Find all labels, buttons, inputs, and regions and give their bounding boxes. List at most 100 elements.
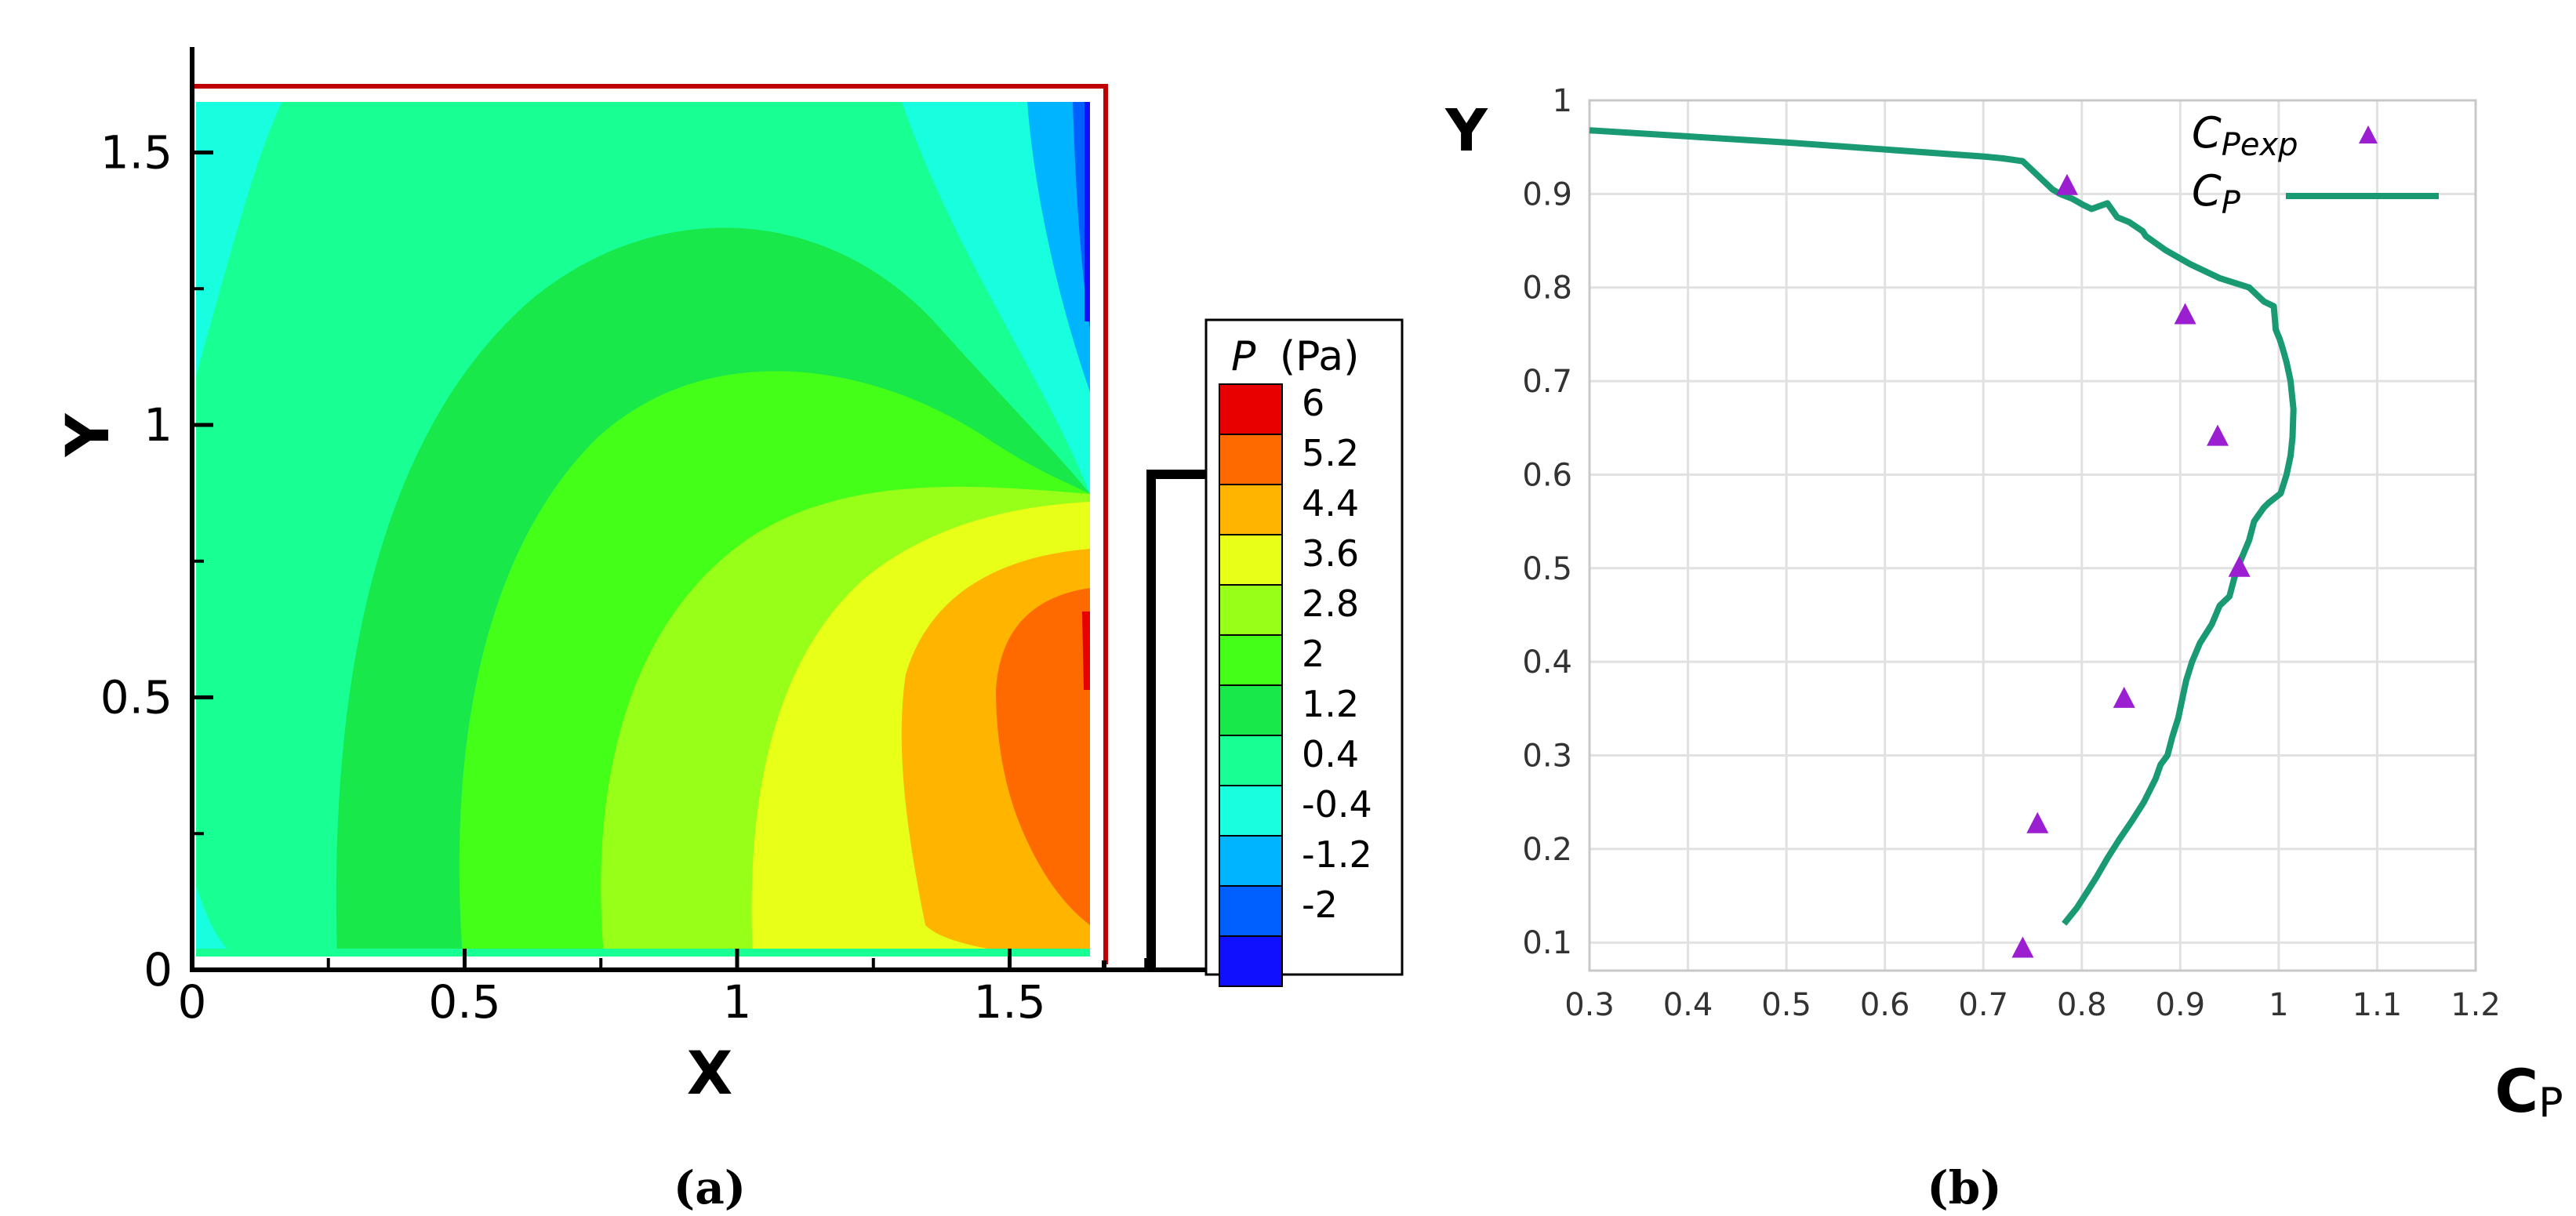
legend-level-label: 2 — [1302, 633, 1324, 675]
legend-swatch — [1219, 584, 1283, 636]
contour-band-5.2 — [996, 588, 1090, 925]
y-tick-label: 0.5 — [1522, 551, 1572, 587]
legend-label-cpexp-main: C — [2192, 108, 2222, 158]
legend-swatch — [1219, 785, 1283, 837]
x-tick-label: 0.6 — [1860, 987, 1910, 1023]
x-tick-label: 0.4 — [1663, 987, 1713, 1023]
legend-level-label: -1.2 — [1302, 833, 1372, 876]
x-ticks: 0.3 0.4 0.5 0.6 0.7 0.8 0.9 1 1.1 1.2 — [1564, 987, 2501, 1023]
x-tick-label: 0.9 — [2156, 987, 2206, 1023]
cp-exp-point — [2174, 303, 2196, 325]
cp-line — [1589, 127, 2297, 926]
legend-level-label: 2.8 — [1302, 583, 1359, 625]
y-tick-label: 0.8 — [1522, 270, 1572, 307]
legend-title-variable: P — [1231, 333, 1256, 380]
x-tick-label: 1.2 — [2451, 987, 2501, 1023]
y-tick-label: 0.4 — [1522, 644, 1572, 681]
legend-level-label: -2 — [1302, 884, 1338, 926]
legend-labels: 6 5.2 4.4 3.6 2.8 2 1.2 0.4 -0.4 -1.2 -2 — [1302, 382, 1372, 926]
cp-exp-point — [2113, 686, 2135, 708]
legend-level-label: 0.4 — [1302, 733, 1359, 775]
contour-band-neg0.4-bottom-left — [196, 886, 235, 956]
contour-band-6 — [1082, 612, 1090, 690]
x-axis-label-sub: P — [2538, 1080, 2563, 1127]
plot-area-border — [1588, 99, 2477, 972]
y-tick-label: 0.9 — [1522, 176, 1572, 212]
x-axis-label: X — [687, 1038, 733, 1108]
chart-legend: CPexp CP — [2192, 108, 2439, 221]
y-ticks: 0 0.5 1 1.5 — [100, 126, 213, 996]
y-axis-label: Y — [53, 413, 122, 458]
x-tick-label: 0.5 — [1761, 987, 1811, 1023]
cp-exp-point — [2228, 555, 2251, 577]
cp-exp-points — [2011, 173, 2251, 958]
y-ticks: 0.1 0.2 0.3 0.4 0.5 0.6 0.7 0.8 0.9 1 — [1522, 83, 1572, 961]
y-tick-label: 0.2 — [1522, 832, 1572, 868]
bottom-strip — [196, 949, 1090, 956]
x-tick-label: 0.5 — [428, 975, 500, 1029]
x-ticks: 0 0.5 1 1.5 — [178, 949, 1148, 1029]
obstacle-outline — [1146, 470, 1223, 972]
legend-label-cp-sub: P — [2222, 185, 2241, 221]
cp-line-series — [1589, 127, 2297, 926]
legend-swatch — [1219, 484, 1283, 535]
contour-band-neg0.4-top-left — [196, 102, 282, 376]
legend-level-label: 3.6 — [1302, 532, 1359, 575]
caption-a: (a) — [674, 1161, 746, 1214]
legend-label-cp: CP — [2192, 166, 2241, 221]
legend-label-cpexp-sub: Pexp — [2222, 127, 2298, 163]
domain-frame — [192, 84, 1108, 964]
legend-swatch — [1219, 735, 1283, 786]
x-tick-label: 1 — [723, 975, 752, 1029]
legend-swatch — [1219, 434, 1283, 485]
pressure-legend: P (Pa) 6 5.2 4.4 3.6 2.8 2 1.2 0.4 -0.4 -1.2 -2 — [1204, 318, 1404, 987]
legend-level-label: 6 — [1302, 382, 1324, 424]
y-axis-label: Y — [1444, 97, 1488, 165]
cp-exp-point — [2011, 936, 2034, 958]
x-tick-label: 0.7 — [1958, 987, 2008, 1023]
legend-swatch — [1219, 935, 1283, 987]
legend-label-cp-main: C — [2192, 166, 2222, 216]
y-tick-label: 0.6 — [1522, 457, 1572, 493]
x-axis-label: CP — [2494, 1056, 2563, 1127]
x-tick-label: 0.3 — [1564, 987, 1615, 1023]
y-tick-label: 0 — [144, 943, 173, 996]
contour-field — [196, 102, 1090, 956]
contour-band-neg1.2 — [1027, 102, 1090, 392]
legend-label-cpexp: CPexp — [2192, 108, 2298, 163]
x-tick-label: 0.8 — [2057, 987, 2107, 1023]
cp-exp-point — [2207, 424, 2229, 446]
legend-level-label: 5.2 — [1302, 432, 1359, 474]
y-tick-label: 1.5 — [100, 126, 173, 180]
legend-title: P (Pa) — [1231, 333, 1359, 380]
legend-swatch — [1219, 383, 1283, 435]
x-tick-label: 1 — [2269, 987, 2288, 1023]
legend-swatch — [1219, 634, 1283, 686]
panel-b: 0.3 0.4 0.5 0.6 0.7 0.8 0.9 1 1.1 1.2 0.10.20.30.… — [1444, 83, 2563, 1214]
x-tick-label: 1.5 — [973, 975, 1045, 1029]
x-tick-label: 0 — [178, 975, 207, 1029]
caption-b: (b) — [1927, 1161, 2001, 1214]
y-tick-label: 0.3 — [1522, 738, 1572, 774]
x-tick-label: 1.1 — [2353, 987, 2403, 1023]
legend-swatch — [1219, 534, 1283, 586]
legend-marker-cpexp — [2359, 125, 2378, 143]
legend-title-unit: (Pa) — [1280, 333, 1359, 380]
cp-exp-point — [2055, 173, 2078, 195]
y-tick-label: 1 — [144, 398, 173, 452]
legend-level-label: 1.2 — [1302, 683, 1359, 725]
panel-a: 0 0.5 1 1.5 0 0.5 1 1.5 X Y P (Pa) 6 5.2 4.4 3.6 2… — [53, 47, 1404, 1214]
y-tick-label: 0.5 — [100, 671, 173, 724]
x-axis-label-main: C — [2494, 1056, 2538, 1126]
y-tick-label: 0.7 — [1522, 364, 1572, 400]
legend-level-label: -0.4 — [1302, 783, 1372, 826]
legend-swatch — [1219, 835, 1283, 887]
legend-level-label: 4.4 — [1302, 482, 1359, 525]
legend-swatch — [1219, 885, 1283, 937]
legend-swatches — [1219, 383, 1283, 987]
y-tick-label: 0.1 — [1522, 925, 1572, 961]
wall-strip — [1085, 102, 1090, 321]
legend-swatch — [1219, 684, 1283, 736]
grid — [1588, 99, 2477, 971]
